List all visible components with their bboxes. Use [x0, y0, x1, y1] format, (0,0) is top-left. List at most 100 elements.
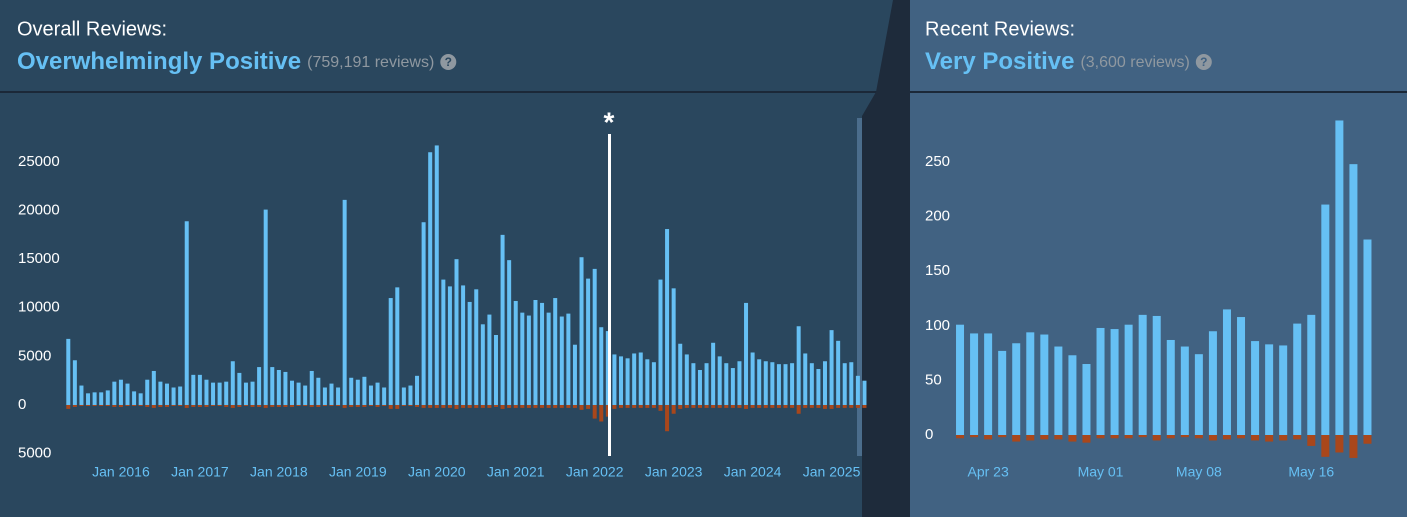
negative-bar: [697, 404, 702, 408]
negative-bar: [783, 404, 788, 408]
positive-bar: [599, 327, 604, 405]
positive-bar: [638, 352, 643, 405]
negative-bar: [178, 404, 183, 406]
positive-bar: [1293, 323, 1302, 435]
negative-bar: [1082, 434, 1091, 443]
negative-bar: [204, 404, 209, 407]
negative-bar: [842, 404, 847, 408]
positive-bar: [1180, 346, 1189, 435]
positive-bar: [862, 380, 867, 405]
positive-bar: [750, 352, 755, 405]
negative-bar: [1138, 434, 1147, 438]
positive-bar: [533, 300, 538, 405]
positive-bar: [998, 350, 1007, 435]
negative-bar: [619, 404, 624, 408]
positive-bar: [132, 391, 137, 405]
positive-bar: [658, 279, 663, 405]
negative-bar: [118, 404, 123, 407]
negative-bar: [579, 404, 584, 410]
positive-bar: [612, 354, 617, 405]
positive-bar: [480, 324, 485, 405]
positive-bar: [151, 370, 156, 405]
negative-bar: [408, 404, 413, 406]
positive-bar: [303, 385, 308, 405]
positive-bar: [118, 379, 123, 405]
negative-bar: [526, 404, 531, 408]
positive-bar: [178, 386, 183, 405]
positive-bar: [434, 145, 439, 405]
negative-bar: [651, 404, 656, 408]
x-tick-label: May 08: [1176, 464, 1222, 480]
x-tick-label: Apr 23: [968, 464, 1009, 480]
negative-bar: [790, 404, 795, 408]
positive-bar: [224, 381, 229, 405]
positive-bar: [836, 340, 841, 405]
positive-bar: [625, 358, 630, 405]
positive-bar: [651, 362, 656, 405]
negative-bar: [257, 404, 262, 407]
positive-bar: [1096, 327, 1105, 435]
negative-bar: [803, 404, 808, 408]
negative-bar: [507, 404, 512, 408]
negative-bar: [605, 404, 610, 417]
positive-bar: [342, 199, 347, 405]
negative-bar: [763, 404, 768, 408]
positive-bar: [184, 221, 189, 405]
positive-bar: [520, 312, 525, 405]
svg-text:?: ?: [1200, 55, 1207, 69]
positive-bar: [79, 385, 84, 405]
recent-summary: Very Positive (3,600 reviews): [925, 48, 1190, 75]
positive-bar: [197, 374, 202, 405]
positive-bar: [507, 260, 512, 405]
positive-bar: [296, 382, 301, 405]
help-icon[interactable]: ?: [440, 54, 457, 70]
negative-bar: [454, 404, 459, 409]
y-tick-label: 5000: [18, 445, 51, 462]
negative-bar: [342, 404, 347, 408]
positive-bar: [744, 302, 749, 405]
negative-bar: [79, 404, 84, 406]
x-tick-label: Jan 2016: [92, 464, 150, 480]
positive-bar: [1012, 343, 1021, 435]
positive-bar: [540, 302, 545, 405]
positive-bar: [1363, 239, 1372, 435]
negative-bar: [1110, 434, 1119, 439]
positive-bar: [809, 363, 814, 405]
negative-bar: [1222, 434, 1231, 440]
positive-bar: [138, 393, 143, 405]
positive-bar: [1237, 317, 1246, 435]
positive-bar: [1026, 332, 1035, 435]
positive-bar: [1265, 344, 1274, 435]
negative-bar: [1237, 434, 1246, 439]
negative-bar: [586, 404, 591, 409]
help-icon[interactable]: ?: [1195, 54, 1212, 70]
positive-bar: [553, 298, 558, 405]
positive-bar: [283, 371, 288, 405]
x-tick-label: Jan 2023: [645, 464, 703, 480]
positive-bar: [783, 364, 788, 405]
negative-bar: [1265, 434, 1274, 442]
overall-count: (759,191 reviews): [307, 54, 434, 71]
negative-bar: [1363, 434, 1372, 444]
negative-bar: [730, 404, 735, 408]
positive-bar: [1082, 364, 1091, 435]
event-marker: *: [604, 106, 615, 137]
negative-bar: [553, 404, 558, 408]
negative-bar: [92, 404, 97, 406]
positive-bar: [822, 361, 827, 405]
positive-bar: [1110, 329, 1119, 435]
positive-bar: [665, 229, 670, 405]
positive-bar: [855, 375, 860, 405]
positive-bar: [816, 369, 821, 405]
negative-bar: [513, 404, 518, 408]
negative-bar: [487, 404, 492, 408]
positive-bar: [1068, 355, 1077, 435]
negative-bar: [770, 404, 775, 408]
negative-bar: [355, 404, 360, 407]
negative-bar: [665, 404, 670, 432]
negative-bar: [970, 434, 979, 438]
positive-bar: [145, 379, 150, 405]
positive-bar: [1335, 120, 1344, 435]
negative-bar: [1166, 434, 1175, 439]
negative-bar: [1180, 434, 1189, 438]
